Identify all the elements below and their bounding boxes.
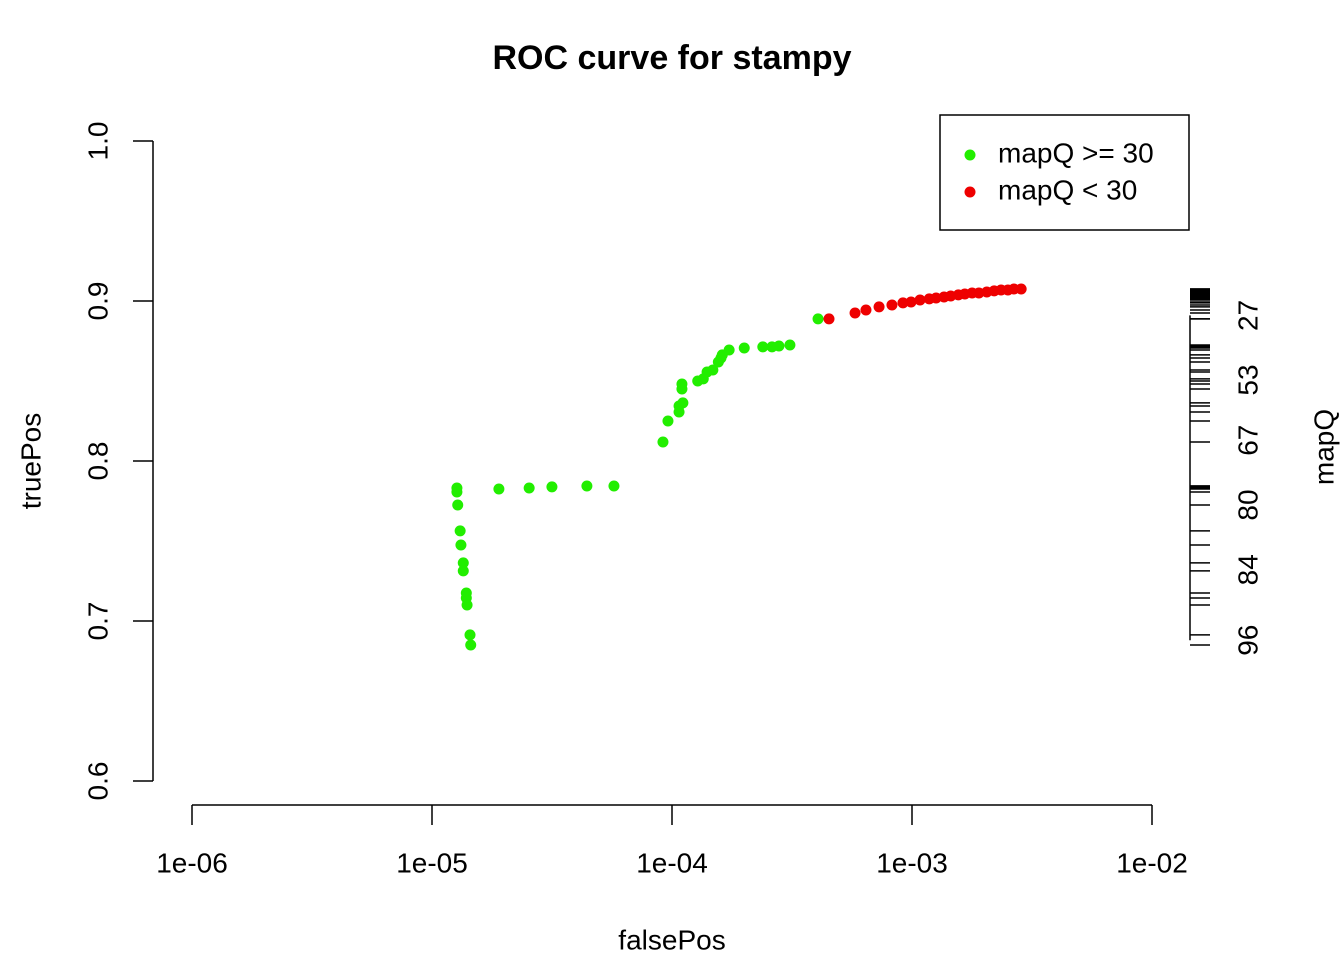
y-tick-label: 0.6: [82, 762, 113, 801]
point: [873, 301, 885, 313]
point: [860, 304, 872, 316]
y-tick-label: 1.0: [82, 122, 113, 161]
y-tick-label: 0.9: [82, 282, 113, 321]
point: [812, 313, 824, 325]
point: [707, 364, 719, 376]
y-axis-label: truePos: [15, 413, 46, 510]
point: [723, 344, 735, 356]
point: [676, 383, 688, 395]
x-tick-label: 1e-03: [876, 847, 948, 878]
point: [523, 482, 535, 494]
legend-label: mapQ >= 30: [998, 137, 1154, 168]
x-tick-label: 1e-06: [156, 847, 228, 878]
point: [773, 340, 785, 352]
point: [662, 415, 674, 427]
point: [464, 629, 476, 641]
point: [608, 480, 620, 492]
legend-label: mapQ < 30: [998, 174, 1137, 205]
y-tick-label: 0.7: [82, 602, 113, 641]
point: [657, 436, 669, 448]
x-tick-label: 1e-04: [636, 847, 708, 878]
y-tick-label: 0.8: [82, 442, 113, 481]
point: [905, 296, 917, 308]
x-axis-label: falsePos: [618, 924, 725, 955]
point: [465, 639, 477, 651]
x-tick-label: 1e-05: [396, 847, 468, 878]
point: [457, 565, 469, 577]
point: [451, 486, 463, 498]
point: [849, 307, 861, 319]
legend-box: [939, 114, 1190, 231]
point: [673, 406, 685, 418]
point: [914, 294, 926, 306]
legend-marker: [964, 149, 976, 161]
point: [930, 292, 942, 304]
y2-axis-label: mapQ: [1308, 409, 1339, 485]
y2-tick-label: 84: [1232, 554, 1263, 585]
legend-marker: [964, 186, 976, 198]
point: [461, 599, 473, 611]
y2-tick-label: 96: [1232, 625, 1263, 656]
point: [897, 297, 909, 309]
point: [581, 480, 593, 492]
point: [757, 341, 769, 353]
point: [677, 397, 689, 409]
point: [784, 339, 796, 351]
point: [454, 525, 466, 537]
point: [546, 481, 558, 493]
x-tick-label: 1e-02: [1116, 847, 1188, 878]
point: [457, 557, 469, 569]
point: [455, 539, 467, 551]
y2-tick-label: 53: [1232, 364, 1263, 395]
chart-title: ROC curve for stampy: [493, 39, 852, 77]
y2-tick-label: 67: [1232, 425, 1263, 456]
point: [738, 342, 750, 354]
point: [886, 299, 898, 311]
point: [452, 499, 464, 511]
y2-tick-label: 80: [1232, 489, 1263, 520]
point: [1015, 283, 1027, 295]
y2-tick-label: 27: [1232, 300, 1263, 331]
point: [493, 483, 505, 495]
point: [823, 313, 835, 325]
